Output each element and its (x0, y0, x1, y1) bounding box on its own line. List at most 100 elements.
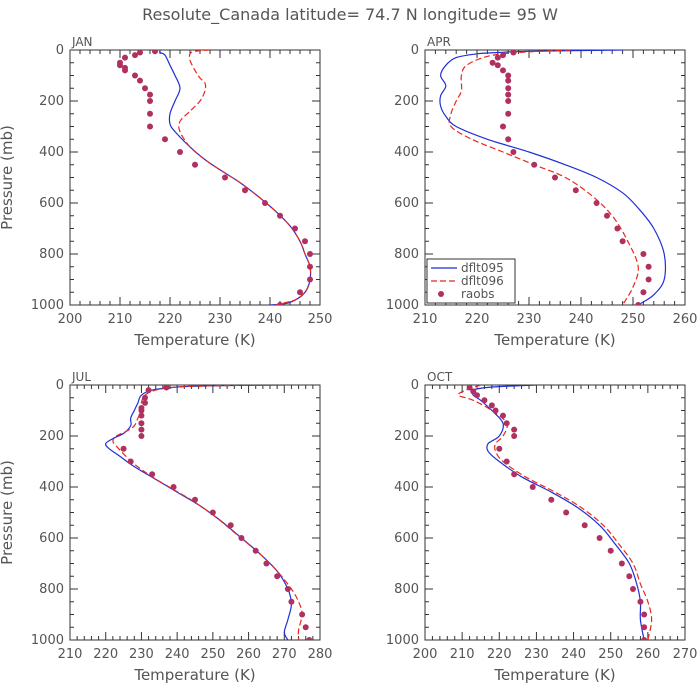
plot-area (117, 50, 313, 305)
y-tick-label: 1000 (31, 633, 64, 648)
raobs-point (505, 72, 512, 79)
raobs-point (132, 72, 138, 79)
x-tick-label: 260 (236, 647, 261, 662)
y-tick-label: 600 (39, 531, 64, 546)
raobs-point (274, 573, 281, 580)
raobs-point (466, 385, 473, 391)
raobs-point (117, 62, 123, 69)
panels: JAN 200 210 220 230 240 250 0 200 400 600 800 1000 Te… (0, 35, 697, 684)
raobs-point (505, 77, 512, 84)
raobs-point (529, 484, 536, 490)
raobs-point (614, 225, 621, 232)
raobs-point (548, 496, 555, 503)
raobs-point (306, 637, 313, 640)
x-tick-label: 280 (308, 647, 333, 662)
raobs-point (147, 110, 153, 117)
x-axis-label: Temperature (K) (133, 666, 255, 684)
x-axis-label: Temperature (K) (133, 331, 255, 349)
y-tick-label: 1000 (31, 298, 64, 313)
raobs-point (640, 251, 647, 257)
raobs-point (149, 471, 156, 478)
y-axis-label: Pressure (mb) (0, 460, 16, 565)
raobs-point (607, 547, 614, 554)
x-tick-label: 240 (569, 312, 594, 327)
raobs-point (500, 123, 506, 130)
dflt095-line (104, 385, 293, 640)
x-tick-label: 220 (487, 647, 512, 662)
raobs-point (645, 263, 652, 270)
y-tick-label: 200 (394, 94, 419, 109)
dflt096-line (448, 50, 639, 305)
raobs-point (152, 50, 158, 55)
raobs-point (302, 238, 308, 245)
raobs-point (137, 77, 143, 84)
raobs-point (163, 385, 170, 391)
legend-label-raobs: raobs (461, 287, 495, 301)
y-tick-label: 200 (39, 429, 64, 444)
raobs-point (227, 522, 234, 529)
dflt096-line (178, 50, 312, 305)
raobs-point (307, 251, 313, 257)
x-tick-label: 230 (517, 312, 542, 327)
raobs-point (192, 161, 198, 168)
y-tick-label: 200 (39, 94, 64, 109)
x-tick-label: 210 (450, 647, 475, 662)
raobs-point (242, 187, 248, 194)
x-tick-label: 220 (158, 312, 183, 327)
y-tick-label: 1000 (386, 633, 419, 648)
y-tick-label: 0 (411, 378, 419, 393)
raobs-point (138, 426, 145, 433)
raobs-point (596, 535, 603, 541)
x-tick-label: 270 (673, 647, 698, 662)
raobs-point (641, 624, 648, 631)
plot-area (439, 50, 667, 305)
panel-label: APR (427, 35, 451, 49)
dflt096-line (112, 385, 303, 640)
plot-frame (424, 384, 686, 641)
dflt095-line (470, 385, 645, 640)
raobs-point (307, 263, 313, 270)
raobs-point (292, 225, 298, 232)
raobs-point (531, 161, 538, 168)
raobs-point (505, 136, 512, 143)
raobs-point (177, 149, 183, 155)
panel-oct: OCT 200 210 220 230 240 250 260 270 0 200 400 600 800… (386, 370, 698, 684)
y-tick-label: 800 (39, 582, 64, 597)
x-tick-label: 240 (561, 647, 586, 662)
x-tick-label: 200 (58, 312, 83, 327)
panel-jul: JUL 210 220 230 240 250 260 270 280 0 200 400 600 800… (0, 370, 332, 684)
raobs-point (170, 484, 177, 490)
x-tick-label: 210 (58, 647, 83, 662)
raobs-point (252, 547, 259, 554)
raobs-point (510, 50, 517, 56)
raobs-point (640, 289, 647, 296)
x-tick-label: 250 (598, 647, 623, 662)
raobs-point (238, 535, 245, 541)
y-tick-label: 400 (39, 145, 64, 160)
raobs-point (284, 586, 291, 592)
x-tick-label: 260 (635, 647, 660, 662)
raobs-point (288, 598, 295, 605)
raobs-point (505, 110, 512, 117)
raobs-point (494, 62, 501, 69)
raobs-point (637, 598, 644, 605)
raobs-point (138, 433, 145, 439)
x-tick-label: 210 (108, 312, 133, 327)
legend-label-dflt096: dflt096 (461, 274, 504, 288)
raobs-point (500, 52, 506, 59)
y-tick-label: 400 (39, 480, 64, 495)
raobs-point (147, 91, 153, 98)
x-tick-label: 230 (524, 647, 549, 662)
raobs-point (492, 407, 499, 414)
plot-area (457, 385, 653, 640)
y-tick-label: 800 (39, 247, 64, 262)
dflt095-line (439, 50, 667, 305)
raobs-point (147, 98, 153, 104)
x-tick-label: 230 (129, 647, 154, 662)
raobs-point (142, 85, 148, 92)
raobs-point (132, 52, 138, 59)
panel-label: JAN (71, 35, 93, 49)
plot-frame (69, 384, 321, 641)
raobs-point (137, 50, 143, 56)
